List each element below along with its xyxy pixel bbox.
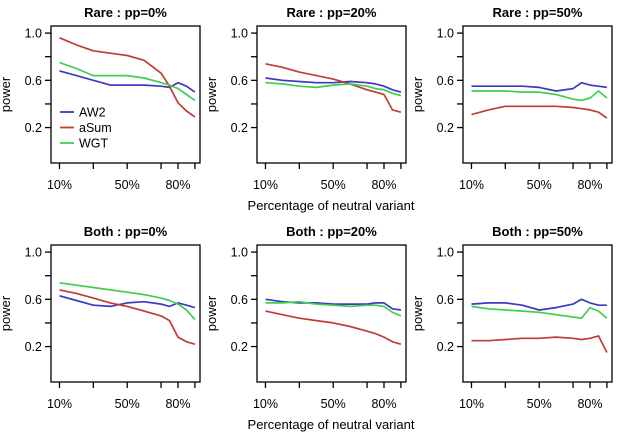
series-line-WGT	[265, 300, 402, 317]
series-line-aSum	[471, 335, 608, 353]
series-line-aSum	[265, 62, 402, 114]
x-tick-label: 50%	[115, 178, 140, 192]
x-tick-label: 50%	[321, 178, 346, 192]
chart-panel-rare-pp20: Rare : pp=20% 10% 50% 80% 0.2 0.6 1.0 power	[204, 0, 412, 220]
y-tick-label: 0.2	[437, 121, 454, 135]
legend-label-AW2: AW2	[79, 106, 106, 120]
legend-label-WGT: WGT	[79, 137, 109, 151]
series-line-aSum	[59, 289, 196, 346]
chart-svg: Rare : pp=0% 10% 50% 80% 0.2 0.6 1.0 power AW2aS…	[0, 5, 201, 192]
plot-frame	[50, 25, 201, 164]
y-tick-label: 0.6	[25, 74, 42, 88]
series-line-WGT	[59, 61, 196, 102]
legend-label-aSum: aSum	[79, 121, 112, 135]
plot-frame	[256, 25, 407, 164]
chart-title: Both : pp=50%	[492, 224, 583, 239]
series-line-AW2	[265, 77, 402, 93]
y-tick-label: 1.0	[437, 27, 454, 41]
chart-svg: Both : pp=0% 10% 50% 80% 0.2 0.6 1.0 power	[0, 224, 201, 411]
chart-svg: Both : pp=50% 10% 50% 80% 0.2 0.6 1.0 power	[410, 224, 613, 411]
plot-frame	[50, 244, 201, 383]
y-tick-label: 0.2	[25, 121, 42, 135]
y-tick-label: 0.6	[437, 74, 454, 88]
series-line-WGT	[471, 305, 608, 320]
chart-title: Rare : pp=20%	[287, 5, 377, 20]
x-tick-label: 50%	[527, 178, 552, 192]
plot-frame	[462, 244, 613, 383]
x-tick-label: 10%	[459, 178, 484, 192]
series-line-WGT	[59, 281, 196, 320]
x-axis-label: Percentage of neutral variant	[247, 198, 415, 213]
chart-svg: Both : pp=20% 10% 50% 80% 0.2 0.6 1.0 power	[204, 224, 407, 411]
y-tick-label: 0.6	[437, 293, 454, 307]
series-line-aSum	[471, 105, 608, 119]
chart-title: Rare : pp=50%	[493, 5, 583, 20]
y-axis-label: power	[0, 76, 13, 112]
chart-title: Rare : pp=0%	[84, 5, 167, 20]
chart-row-rare: Rare : pp=0% 10% 50% 80% 0.2 0.6 1.0 power AW2 aS…	[0, 0, 618, 219]
series-line-AW2	[471, 298, 607, 311]
chart-panel-both-pp20: Both : pp=20% 10% 50% 80% 0.2 0.6 1.0 power	[204, 219, 412, 439]
series-line-aSum	[59, 37, 196, 118]
chart-title: Both : pp=20%	[286, 224, 377, 239]
y-tick-label: 0.6	[231, 293, 248, 307]
x-tick-label: 50%	[527, 397, 552, 411]
x-tick-label: 80%	[165, 397, 190, 411]
x-tick-label: 80%	[165, 178, 190, 192]
series-line-aSum	[265, 310, 402, 346]
series-line-AW2	[59, 70, 196, 93]
series-line-AW2	[471, 81, 608, 92]
y-tick-label: 1.0	[25, 246, 42, 260]
y-axis-label: power	[412, 76, 425, 112]
x-tick-label: 10%	[253, 178, 278, 192]
chart-title: Both : pp=0%	[84, 224, 168, 239]
plot-frame	[256, 244, 407, 383]
y-tick-label: 1.0	[25, 27, 42, 41]
y-tick-label: 0.2	[231, 121, 248, 135]
x-tick-label: 10%	[47, 397, 72, 411]
x-tick-label: 80%	[371, 178, 396, 192]
y-tick-label: 0.2	[231, 340, 248, 354]
y-axis-label: power	[0, 295, 13, 331]
chart-svg: Rare : pp=20% 10% 50% 80% 0.2 0.6 1.0 power	[204, 5, 407, 192]
y-axis-label: power	[206, 295, 219, 331]
chart-panel-rare-pp0: Rare : pp=0% 10% 50% 80% 0.2 0.6 1.0 power AW2 aS…	[0, 0, 206, 220]
x-tick-label: 10%	[253, 397, 278, 411]
x-tick-label: 50%	[115, 397, 140, 411]
y-axis-label: power	[206, 76, 219, 112]
y-tick-label: 0.6	[25, 293, 42, 307]
x-tick-label: 50%	[321, 397, 346, 411]
x-tick-label: 80%	[577, 178, 602, 192]
chart-svg: Rare : pp=50% 10% 50% 80% 0.2 0.6 1.0 power	[410, 5, 613, 192]
y-tick-label: 1.0	[231, 27, 248, 41]
x-axis-label: Percentage of neutral variant	[247, 417, 415, 432]
plot-frame	[462, 25, 613, 164]
x-tick-label: 10%	[47, 178, 72, 192]
y-tick-label: 0.2	[437, 340, 454, 354]
y-tick-label: 1.0	[437, 246, 454, 260]
chart-panel-rare-pp50: Rare : pp=50% 10% 50% 80% 0.2 0.6 1.0 power	[410, 0, 618, 220]
y-tick-label: 0.2	[25, 340, 42, 354]
chart-panel-both-pp0: Both : pp=0% 10% 50% 80% 0.2 0.6 1.0 power	[0, 219, 206, 439]
y-tick-label: 0.6	[231, 74, 248, 88]
y-tick-label: 1.0	[231, 246, 248, 260]
series-line-WGT	[265, 81, 402, 97]
x-tick-label: 80%	[577, 397, 602, 411]
x-tick-label: 10%	[459, 397, 484, 411]
series-line-AW2	[59, 294, 196, 309]
series-line-WGT	[471, 90, 608, 102]
y-axis-label: power	[412, 295, 425, 331]
chart-row-both: Both : pp=0% 10% 50% 80% 0.2 0.6 1.0 power Both…	[0, 219, 618, 439]
chart-panel-both-pp50: Both : pp=50% 10% 50% 80% 0.2 0.6 1.0 power	[410, 219, 618, 439]
x-tick-label: 80%	[371, 397, 396, 411]
